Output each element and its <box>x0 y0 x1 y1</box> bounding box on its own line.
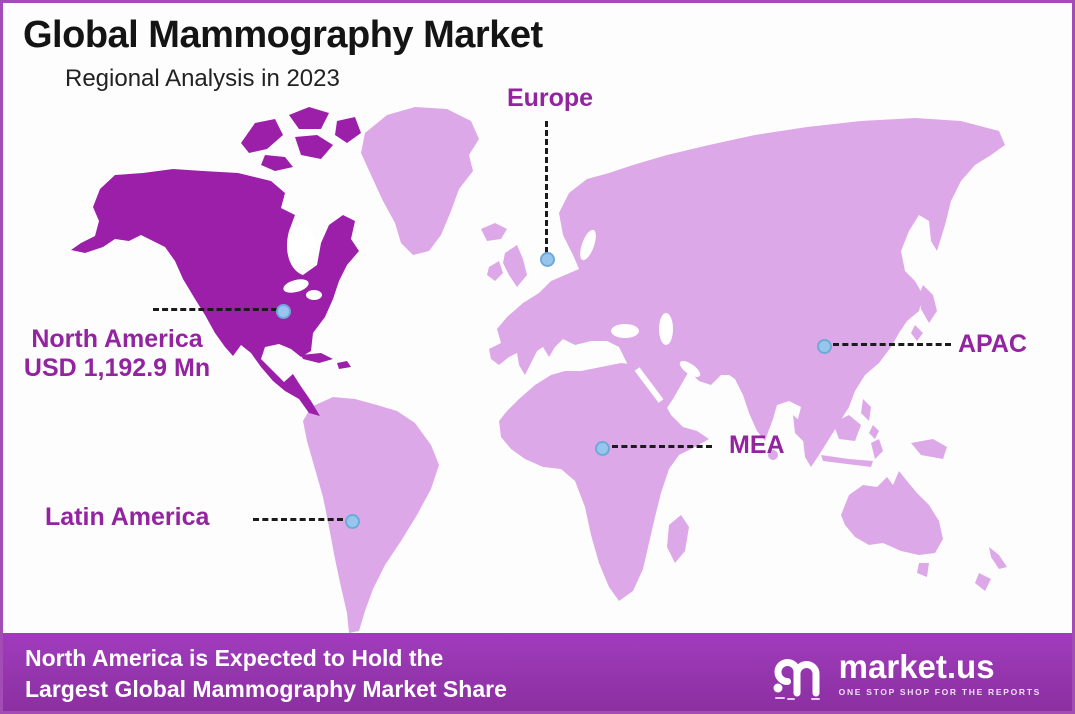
europe-leader-line <box>545 121 548 253</box>
australia-landmass <box>841 471 943 555</box>
banner-line-1: North America is Expected to Hold the <box>25 644 444 671</box>
mea-marker-dot <box>595 441 610 456</box>
apac-leader-line <box>833 343 951 346</box>
south-america-landmass <box>303 397 439 633</box>
canadian-arctic-islands <box>241 107 361 171</box>
logo-tagline: ONE STOP SHOP FOR THE REPORTS <box>838 687 1041 697</box>
mea-label: MEA <box>729 431 785 459</box>
logo-brand: market.us <box>838 648 995 685</box>
apac-label: APAC <box>958 330 1027 358</box>
europe-label: Europe <box>506 84 594 112</box>
europe-marker-dot <box>540 252 555 267</box>
caspian-sea <box>659 313 673 345</box>
great-lakes-east <box>306 290 322 300</box>
iceland-landmass <box>481 223 507 241</box>
new-guinea-landmass <box>911 439 947 459</box>
latin-america-marker-dot <box>345 514 360 529</box>
persian-gulf <box>679 360 701 378</box>
world-map <box>71 107 1007 633</box>
black-sea <box>611 324 639 338</box>
latin-america-leader-line <box>253 518 343 521</box>
market-us-logo-text: market.us ONE STOP SHOP FOR THE REPORTS <box>839 650 1041 697</box>
sulawesi-landmass <box>871 439 883 459</box>
page-subtitle: Regional Analysis in 2023 <box>65 65 340 92</box>
latin-america-label: Latin America <box>45 503 210 531</box>
sumatra-landmass <box>793 415 817 447</box>
great-lakes <box>283 279 309 293</box>
japan-landmass <box>911 285 937 341</box>
map-dark-regions <box>71 107 361 416</box>
north-america-label: North America USD 1,192.9 Mn <box>21 325 213 383</box>
new-zealand-landmass <box>975 547 1007 591</box>
caribbean-islands <box>301 353 351 369</box>
eurasia-landmass <box>489 118 1005 467</box>
banner-headline: North America is Expected to Hold the La… <box>25 643 507 705</box>
greenland-landmass <box>361 107 479 255</box>
page-title: Global Mammography Market <box>23 14 543 56</box>
africa-landmass <box>499 363 709 601</box>
map-water-bodies <box>283 226 701 403</box>
madagascar-landmass <box>667 515 689 563</box>
market-us-logo: market.us ONE STOP SHOP FOR THE REPORTS <box>772 647 1041 701</box>
uk-ireland-landmass <box>487 245 527 287</box>
red-sea <box>634 367 664 403</box>
north-america-leader-line <box>153 308 277 311</box>
tasmania-landmass <box>917 563 929 577</box>
java-landmass <box>821 455 873 467</box>
borneo-landmass <box>833 415 861 441</box>
north-america-value: USD 1,192.9 Mn <box>23 354 211 382</box>
footer-banner: North America is Expected to Hold the La… <box>3 633 1072 711</box>
sri-lanka-landmass <box>768 450 778 460</box>
baltic-sea <box>580 229 596 261</box>
north-america-label-name: North America <box>31 325 203 353</box>
mea-leader-line <box>612 445 712 448</box>
apac-marker-dot <box>817 339 832 354</box>
banner-line-2: Largest Global Mammography Market Share <box>25 675 507 702</box>
north-america-landmass <box>71 169 359 416</box>
map-light-regions <box>303 107 1007 633</box>
philippines-landmass <box>861 399 879 439</box>
hudson-bay <box>288 226 316 266</box>
north-america-marker-dot <box>276 304 291 319</box>
market-us-swirl-icon <box>773 658 820 700</box>
